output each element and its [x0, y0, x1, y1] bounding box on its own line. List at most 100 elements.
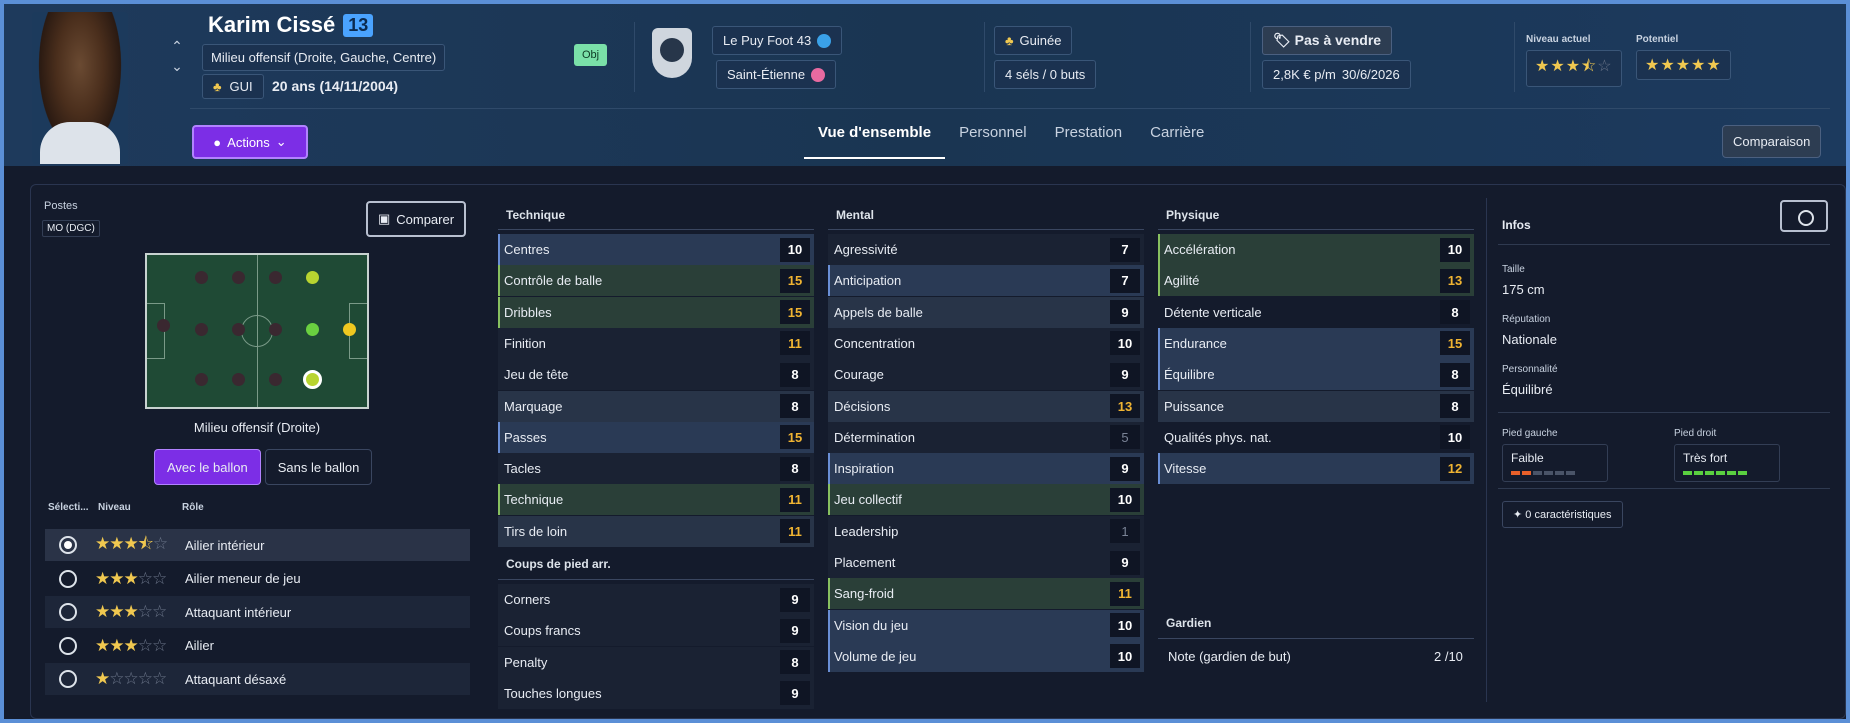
chevron-up-icon[interactable]: ⌃	[171, 38, 183, 54]
role-radio[interactable]	[59, 603, 77, 621]
attribute-row[interactable]: Tirs de loin 11	[498, 515, 814, 547]
role-name: Attaquant intérieur	[185, 604, 292, 620]
divider	[1250, 22, 1251, 92]
attribute-row[interactable]: Dribbles 15	[498, 296, 814, 328]
attribute-row[interactable]: Tacles 8	[498, 453, 814, 485]
attribute-value: 11	[1110, 581, 1140, 606]
role-radio[interactable]	[59, 670, 77, 688]
attribute-row[interactable]: Sang-froid 11	[828, 578, 1144, 610]
attribute-row[interactable]: Passes 15	[498, 421, 814, 453]
attribute-row[interactable]: Vitesse 12	[1158, 453, 1474, 485]
attribute-row[interactable]: Détermination 5	[828, 421, 1144, 453]
position-dot[interactable]	[157, 319, 170, 332]
role-radio[interactable]	[59, 536, 77, 554]
attribute-row[interactable]: Marquage 8	[498, 390, 814, 422]
attribute-row[interactable]: Coups francs 9	[498, 615, 814, 647]
attribute-row[interactable]: Inspiration 9	[828, 453, 1144, 485]
position-dot[interactable]	[232, 323, 245, 336]
characteristics-button[interactable]: ✦ 0 caractéristiques	[1502, 501, 1623, 528]
loan-chip[interactable]: Saint-Étienne	[716, 60, 837, 89]
attribute-row[interactable]: Corners 9	[498, 584, 814, 615]
role-radio[interactable]	[59, 636, 77, 655]
sparkle-icon: ✦	[1513, 509, 1526, 521]
attribute-row[interactable]: Finition 11	[498, 327, 814, 359]
nationality-chip[interactable]: ♣ GUI	[202, 74, 264, 99]
attribute-row[interactable]: Contrôle de balle 15	[498, 265, 814, 297]
potential-label: Potentiel	[1636, 34, 1679, 45]
position-dot[interactable]	[195, 373, 208, 386]
tab-career[interactable]: Carrière	[1150, 124, 1205, 141]
attribute-row[interactable]: Touches longues 9	[498, 677, 814, 709]
attribute-row[interactable]: Appels de balle 9	[828, 296, 1144, 328]
position-dot[interactable]	[195, 271, 208, 284]
obj-badge[interactable]: Obj	[574, 44, 608, 66]
height-label: Taille	[1502, 264, 1525, 275]
attribute-row[interactable]: Décisions 13	[828, 390, 1144, 422]
attribute-value: 10	[1110, 613, 1140, 638]
club-crest[interactable]	[652, 28, 692, 78]
col-select[interactable]: Sélecti...	[48, 502, 89, 513]
role-row[interactable]: ★★★☆☆ Ailier meneur de jeu	[45, 563, 470, 595]
with-ball-button[interactable]: Avec le ballon	[154, 449, 261, 485]
attribute-row[interactable]: Volume de jeu 10	[828, 640, 1144, 672]
right-foot-bars	[1683, 471, 1771, 475]
position-dot[interactable]	[343, 323, 356, 336]
role-row[interactable]: ★☆☆☆☆ Attaquant désaxé	[45, 663, 470, 695]
tab-personal[interactable]: Personnel	[959, 124, 1027, 141]
position-pitch[interactable]	[145, 253, 369, 409]
attribute-name: Vitesse	[1164, 461, 1207, 477]
chevron-down-icon[interactable]: ⌄	[171, 58, 183, 74]
position-dot[interactable]	[269, 323, 282, 336]
position-dot[interactable]	[269, 271, 282, 284]
tab-performance[interactable]: Prestation	[1054, 124, 1123, 141]
selected-position-dot[interactable]	[303, 370, 322, 389]
comparer-button[interactable]: ▣ Comparer	[366, 201, 466, 237]
col-level[interactable]: Niveau	[98, 502, 131, 513]
transfer-status[interactable]: 🏷 Pas à vendre	[1262, 26, 1393, 55]
position-dot[interactable]	[269, 373, 282, 386]
attribute-row[interactable]: Équilibre 8	[1158, 359, 1474, 391]
comparer-label: Comparer	[396, 211, 455, 227]
attribute-row[interactable]: Qualités phys. nat. 10	[1158, 422, 1474, 453]
attribute-row[interactable]: Anticipation 7	[828, 265, 1144, 297]
player-number: 13	[343, 13, 374, 37]
position-dot[interactable]	[232, 271, 245, 284]
attribute-row[interactable]: Placement 9	[828, 547, 1144, 578]
position-dot[interactable]	[195, 323, 208, 336]
attribute-value: 8	[780, 394, 810, 418]
attribute-row[interactable]: Technique 11	[498, 484, 814, 516]
role-row[interactable]: ★★★☆☆ Ailier	[45, 630, 470, 662]
position-dot[interactable]	[232, 373, 245, 386]
attribute-row[interactable]: Agilité 13	[1158, 265, 1474, 297]
club-chip[interactable]: Le Puy Foot 43	[712, 26, 843, 55]
attribute-row[interactable]: Accélération 10	[1158, 234, 1474, 265]
comparison-button[interactable]: Comparaison	[1722, 125, 1822, 158]
tab-overview[interactable]: Vue d'ensemble	[804, 120, 946, 159]
left-foot-value: Faible	[1511, 451, 1544, 465]
role-name: Ailier meneur de jeu	[185, 571, 301, 586]
profile-icon[interactable]	[1780, 200, 1828, 232]
attribute-row[interactable]: Centres 10	[498, 234, 814, 265]
attribute-row[interactable]: Penalty 8	[498, 646, 814, 678]
attribute-row[interactable]: Détente verticale 8	[1158, 297, 1474, 328]
country-chip[interactable]: ♣ Guinée	[994, 26, 1073, 55]
attribute-row[interactable]: Courage 9	[828, 359, 1144, 391]
attribute-row[interactable]: Endurance 15	[1158, 327, 1474, 359]
attribute-row[interactable]: Puissance 8	[1158, 390, 1474, 422]
current-ability-label: Niveau actuel	[1526, 34, 1591, 45]
attribute-row[interactable]: Leadership 1	[828, 515, 1144, 547]
without-ball-button[interactable]: Sans le ballon	[264, 449, 373, 485]
attribute-row[interactable]: Jeu collectif 10	[828, 484, 1144, 516]
actions-button[interactable]: ● Actions ⌄	[192, 125, 308, 159]
position-dot[interactable]	[306, 323, 319, 336]
attribute-row[interactable]: Agressivité 7	[828, 234, 1144, 265]
position-dot[interactable]	[306, 271, 319, 284]
attribute-row[interactable]: Concentration 10	[828, 327, 1144, 359]
divider	[1158, 229, 1474, 230]
col-role[interactable]: Rôle	[182, 502, 204, 513]
attribute-row[interactable]: Vision du jeu 10	[828, 609, 1144, 641]
role-row[interactable]: ★★★☆☆ Attaquant intérieur	[45, 596, 470, 628]
attribute-row[interactable]: Jeu de tête 8	[498, 359, 814, 391]
role-row[interactable]: ★★★⯪☆ Ailier intérieur	[45, 529, 470, 561]
role-radio[interactable]	[59, 569, 77, 588]
